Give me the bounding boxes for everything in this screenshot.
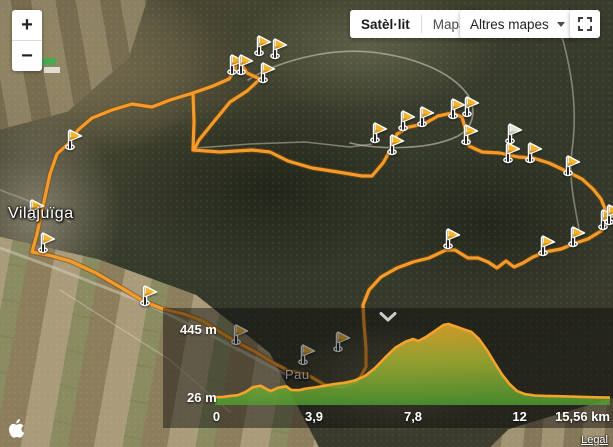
- waypoint-flag[interactable]: [598, 209, 613, 231]
- distance-tick: 12: [512, 409, 527, 424]
- waypoint-flag[interactable]: [503, 142, 521, 164]
- elevation-max-label: 445 m: [180, 322, 217, 337]
- building-white: [44, 67, 60, 73]
- waypoint-flag[interactable]: [443, 228, 461, 250]
- map-type-divider: [420, 15, 422, 33]
- waypoint-flag[interactable]: [461, 124, 479, 146]
- waypoint-flag[interactable]: [65, 129, 83, 151]
- waypoint-flag[interactable]: [387, 134, 405, 156]
- zoom-in-button[interactable]: +: [12, 10, 42, 40]
- zoom-out-button[interactable]: −: [12, 41, 42, 71]
- chevron-down-icon: [379, 311, 397, 321]
- waypoint-flag[interactable]: [505, 123, 523, 145]
- elevation-profile-panel: 445 m 26 m 0 3,9 7,8 12 15,56 km: [163, 308, 613, 428]
- elevation-area-fill: [215, 324, 610, 405]
- distance-tick: 7,8: [403, 409, 423, 424]
- waypoint-flag[interactable]: [563, 155, 581, 177]
- legal-link[interactable]: Legal: [581, 434, 608, 446]
- road-top-loop: [247, 50, 474, 149]
- distance-axis: 0 3,9 7,8 12 15,56 km: [163, 409, 613, 428]
- zoom-divider: [12, 40, 42, 41]
- road-middle: [195, 141, 373, 149]
- distance-tick: 15,56 km: [555, 409, 610, 424]
- waypoint-flag[interactable]: [448, 98, 466, 120]
- road-town: [0, 189, 71, 223]
- waypoint-flag[interactable]: [462, 96, 480, 118]
- map-type-satellite-button[interactable]: Satèl·lit: [350, 10, 421, 38]
- waypoint-flag[interactable]: [417, 106, 435, 128]
- elevation-min-label: 26 m: [187, 390, 217, 405]
- waypoint-flag[interactable]: [370, 122, 388, 144]
- fullscreen-button[interactable]: [570, 10, 600, 38]
- road-right-vertical: [559, 29, 581, 236]
- place-label-vilajuiga: Vilajuïga: [8, 205, 74, 222]
- map-type-map-button[interactable]: Mapa: [422, 10, 478, 38]
- building-greenhouse: [42, 58, 56, 65]
- waypoint-flag[interactable]: [568, 226, 586, 248]
- apple-logo: [9, 419, 24, 438]
- trail-spur[interactable]: [191, 57, 262, 152]
- waypoint-flag[interactable]: [38, 232, 56, 254]
- caret-down-icon: [556, 21, 565, 27]
- waypoint-flag[interactable]: [236, 54, 254, 76]
- fullscreen-icon: [578, 17, 592, 31]
- other-maps-label: Altres mapes: [470, 16, 549, 32]
- waypoint-flag[interactable]: [604, 204, 613, 226]
- distance-tick: 0: [212, 409, 221, 424]
- waypoint-flag[interactable]: [258, 62, 276, 84]
- waypoint-flag[interactable]: [525, 142, 543, 164]
- waypoint-flag[interactable]: [538, 235, 556, 257]
- collapse-chart-button[interactable]: [374, 309, 402, 325]
- waypoint-flag[interactable]: [140, 285, 158, 307]
- distance-tick: 3,9: [304, 409, 324, 424]
- waypoint-flag[interactable]: [227, 54, 245, 76]
- waypoint-flag[interactable]: [398, 110, 416, 132]
- other-maps-dropdown[interactable]: Altres mapes: [460, 10, 575, 38]
- zoom-control: + −: [12, 10, 42, 71]
- waypoint-flag[interactable]: [270, 38, 288, 60]
- waypoint-flag[interactable]: [27, 199, 45, 221]
- trail-spur-outline: [190, 56, 263, 153]
- elevation-chart: [214, 322, 611, 405]
- map-type-control: Satèl·lit Mapa: [350, 10, 478, 38]
- waypoint-flag[interactable]: [254, 35, 272, 57]
- elevation-line: [214, 322, 611, 399]
